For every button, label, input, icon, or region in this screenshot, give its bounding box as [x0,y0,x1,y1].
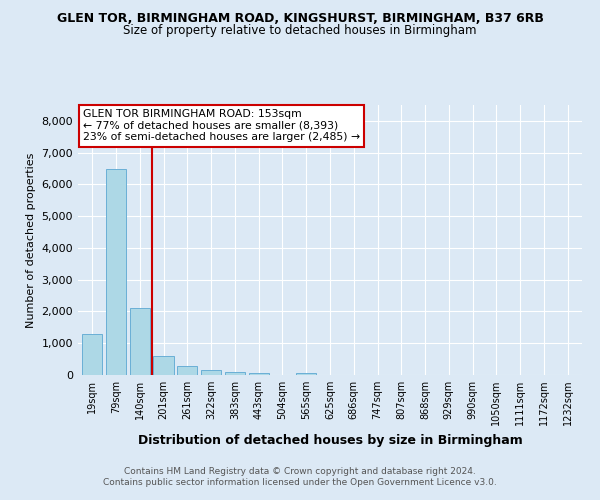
Bar [296,373,316,375]
Text: GLEN TOR BIRMINGHAM ROAD: 153sqm
← 77% of detached houses are smaller (8,393)
23: GLEN TOR BIRMINGHAM ROAD: 153sqm ← 77% o… [83,109,360,142]
X-axis label: Distribution of detached houses by size in Birmingham: Distribution of detached houses by size … [137,434,523,446]
Bar [82,334,103,375]
Bar [248,374,269,375]
Y-axis label: Number of detached properties: Number of detached properties [26,152,36,328]
Bar [106,168,126,375]
Bar [201,370,221,375]
Text: GLEN TOR, BIRMINGHAM ROAD, KINGSHURST, BIRMINGHAM, B37 6RB: GLEN TOR, BIRMINGHAM ROAD, KINGSHURST, B… [56,12,544,26]
Bar [130,308,150,375]
Bar [154,356,173,375]
Text: Contains public sector information licensed under the Open Government Licence v3: Contains public sector information licen… [103,478,497,487]
Bar [177,366,197,375]
Text: Size of property relative to detached houses in Birmingham: Size of property relative to detached ho… [123,24,477,37]
Text: Contains HM Land Registry data © Crown copyright and database right 2024.: Contains HM Land Registry data © Crown c… [124,467,476,476]
Bar [225,372,245,375]
